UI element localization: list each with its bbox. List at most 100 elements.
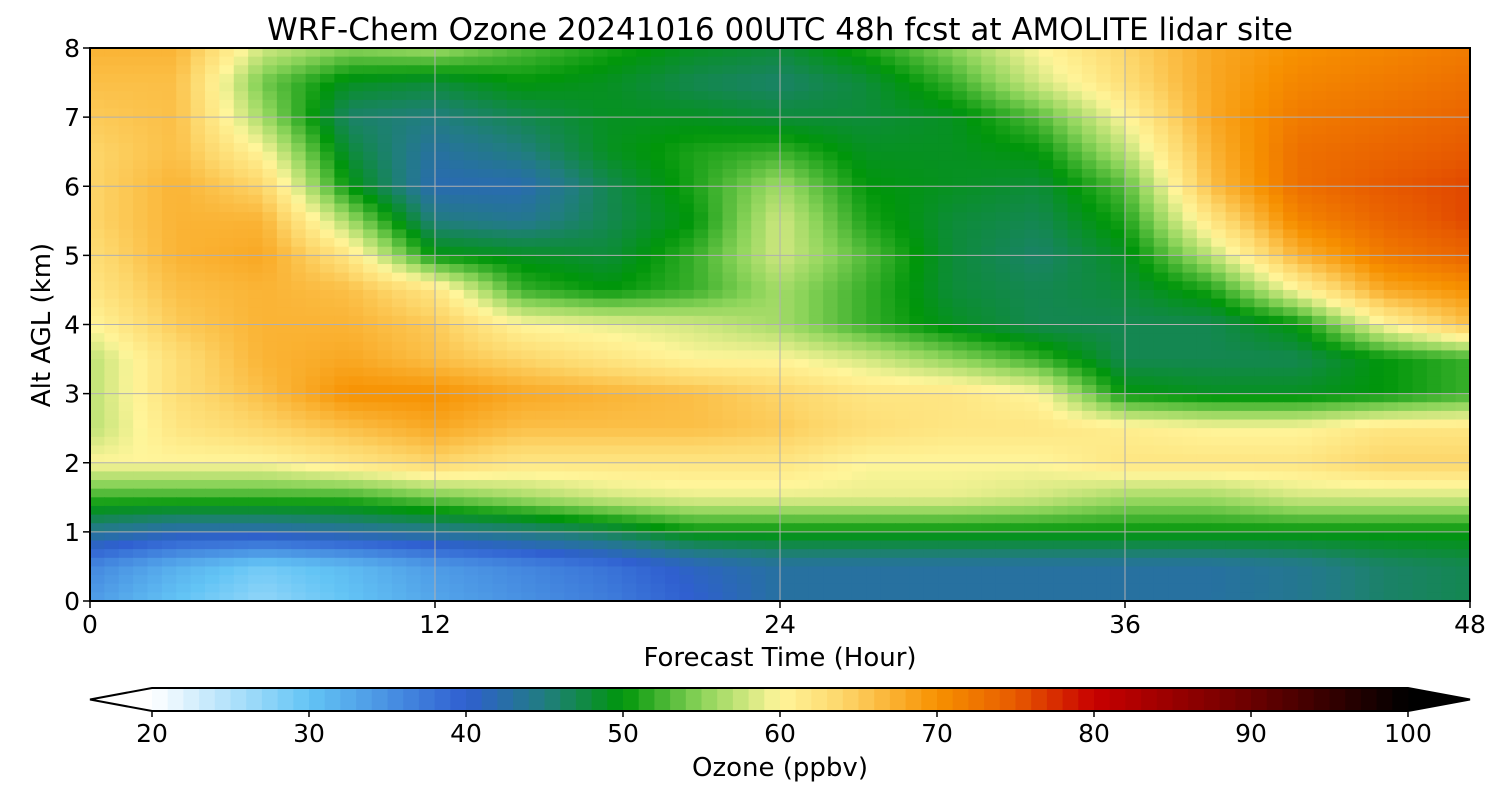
heatmap-cell bbox=[1211, 151, 1227, 161]
heatmap-cell bbox=[550, 471, 565, 481]
heatmap-cell bbox=[909, 194, 925, 205]
heatmap-cell bbox=[765, 324, 781, 334]
heatmap-cell bbox=[708, 229, 724, 239]
heatmap-cell bbox=[190, 56, 206, 66]
heatmap-cell bbox=[377, 143, 393, 153]
heatmap-cell bbox=[449, 419, 465, 429]
heatmap-cell bbox=[1196, 56, 1212, 66]
heatmap-cell bbox=[1211, 384, 1227, 395]
heatmap-cell bbox=[233, 454, 249, 464]
heatmap-cell bbox=[478, 410, 494, 421]
heatmap-cell bbox=[248, 99, 264, 110]
heatmap-cell bbox=[966, 315, 982, 326]
heatmap-cell bbox=[650, 462, 666, 472]
heatmap-cell bbox=[765, 428, 781, 438]
heatmap-cell bbox=[334, 238, 350, 248]
heatmap-cell bbox=[751, 281, 767, 291]
heatmap-cell bbox=[147, 350, 163, 360]
heatmap-cell bbox=[1139, 56, 1155, 66]
heatmap-cell bbox=[521, 324, 537, 334]
heatmap-cell bbox=[722, 160, 738, 170]
heatmap-cell bbox=[650, 307, 666, 317]
heatmap-cell bbox=[1053, 186, 1069, 196]
heatmap-cell bbox=[219, 177, 235, 187]
heatmap-cell bbox=[1168, 350, 1184, 360]
heatmap-cell bbox=[1182, 91, 1198, 101]
heatmap-cell bbox=[104, 65, 120, 75]
heatmap-cell bbox=[708, 117, 724, 127]
heatmap-cell bbox=[1196, 488, 1212, 498]
heatmap-cell bbox=[909, 203, 925, 213]
heatmap-cell bbox=[291, 315, 307, 326]
heatmap-cell bbox=[593, 410, 609, 421]
heatmap-cell bbox=[435, 160, 450, 170]
heatmap-cell bbox=[1024, 73, 1040, 84]
heatmap-cell bbox=[880, 117, 896, 127]
heatmap-cell bbox=[1139, 333, 1155, 343]
heatmap-cell bbox=[621, 393, 637, 403]
heatmap-cell bbox=[1383, 186, 1399, 196]
heatmap-cell bbox=[1383, 436, 1399, 447]
heatmap-cell bbox=[147, 333, 163, 343]
heatmap-cell bbox=[550, 56, 565, 66]
heatmap-cell bbox=[909, 186, 925, 196]
heatmap-cell bbox=[938, 428, 954, 438]
heatmap-cell bbox=[909, 246, 925, 256]
heatmap-cell bbox=[435, 298, 450, 308]
heatmap-cell bbox=[391, 56, 407, 66]
heatmap-cell bbox=[133, 82, 149, 92]
heatmap-cell bbox=[1010, 315, 1025, 326]
heatmap-cell bbox=[248, 56, 264, 66]
heatmap-cell bbox=[1297, 108, 1313, 118]
heatmap-cell bbox=[765, 255, 781, 265]
heatmap-cell bbox=[1268, 264, 1284, 274]
heatmap-cell bbox=[233, 229, 249, 239]
heatmap-cell bbox=[90, 454, 105, 464]
heatmap-cell bbox=[1412, 186, 1428, 196]
heatmap-cell bbox=[880, 445, 896, 455]
heatmap-cell bbox=[1110, 65, 1126, 75]
heatmap-cell bbox=[679, 264, 695, 274]
heatmap-cell bbox=[607, 194, 623, 205]
heatmap-cell bbox=[923, 160, 939, 170]
heatmap-cell bbox=[1311, 281, 1327, 291]
heatmap-cell bbox=[535, 246, 551, 256]
heatmap-cell bbox=[722, 333, 738, 343]
heatmap-cell bbox=[161, 203, 177, 213]
heatmap-cell bbox=[1268, 220, 1284, 231]
heatmap-cell bbox=[1067, 298, 1083, 308]
heatmap-cell bbox=[363, 359, 379, 369]
heatmap-cell bbox=[578, 264, 594, 274]
heatmap-cell bbox=[650, 436, 666, 447]
heatmap-cell bbox=[535, 168, 551, 179]
heatmap-cell bbox=[1067, 445, 1083, 455]
heatmap-cell bbox=[463, 393, 479, 403]
heatmap-cell bbox=[650, 393, 666, 403]
heatmap-cell bbox=[1398, 445, 1414, 455]
heatmap-cell bbox=[133, 143, 149, 153]
heatmap-cell bbox=[176, 255, 192, 265]
heatmap-cell bbox=[377, 212, 393, 222]
heatmap-cell bbox=[118, 419, 134, 429]
heatmap-cell bbox=[593, 281, 609, 291]
heatmap-cell bbox=[492, 367, 508, 377]
heatmap-cell bbox=[90, 497, 105, 507]
heatmap-cell bbox=[837, 220, 853, 231]
heatmap-cell bbox=[1426, 99, 1442, 110]
heatmap-cell bbox=[463, 212, 479, 222]
heatmap-cell bbox=[391, 65, 407, 75]
heatmap-cell bbox=[995, 307, 1011, 317]
heatmap-cell bbox=[722, 108, 738, 118]
heatmap-cell bbox=[521, 168, 537, 179]
heatmap-cell bbox=[708, 359, 724, 369]
heatmap-cell bbox=[1182, 125, 1198, 136]
heatmap-cell bbox=[1383, 289, 1399, 300]
heatmap-cell bbox=[923, 359, 939, 369]
heatmap-cell bbox=[334, 488, 350, 498]
heatmap-cell bbox=[880, 298, 896, 308]
heatmap-cell bbox=[1024, 333, 1040, 343]
heatmap-cell bbox=[665, 73, 680, 84]
heatmap-cell bbox=[1168, 264, 1184, 274]
heatmap-cell bbox=[1096, 117, 1112, 127]
heatmap-cell bbox=[708, 143, 724, 153]
